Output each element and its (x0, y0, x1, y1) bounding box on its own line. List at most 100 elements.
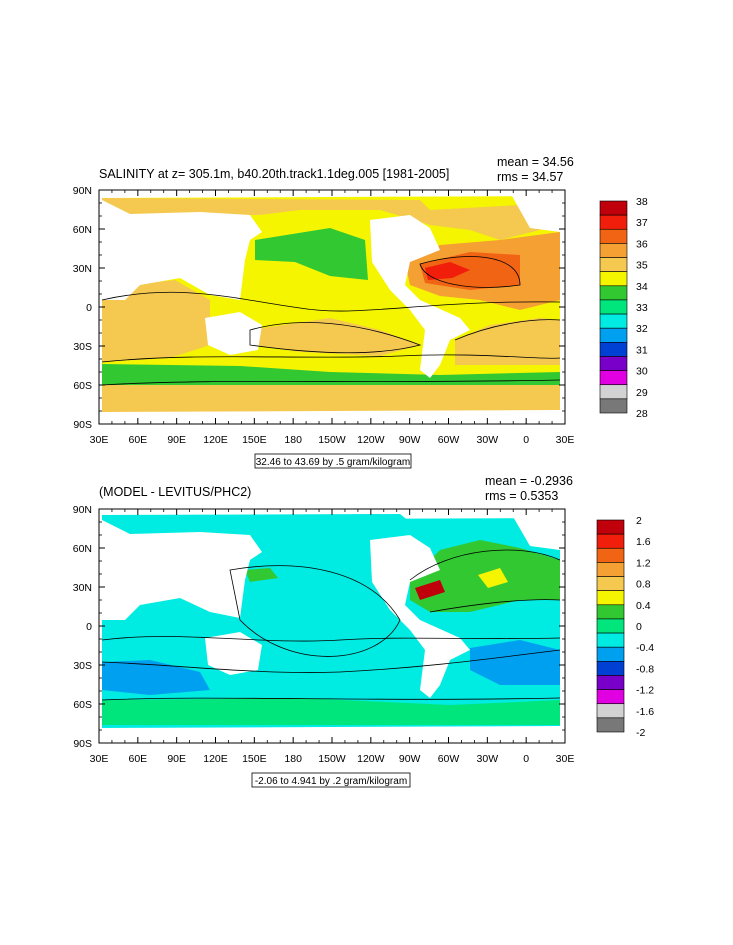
southern-band (102, 382, 560, 412)
n-pacific-green (245, 568, 278, 582)
s-atlantic-blue (470, 640, 560, 685)
n-pacific-green (255, 228, 368, 280)
x-tick-label: 0 (523, 434, 529, 446)
contour-line (101, 379, 561, 386)
x-tick-label: 0 (523, 753, 529, 765)
x-tick-label: 30W (477, 434, 499, 446)
x-tick-label: 180 (284, 753, 302, 765)
colorbar-swatch (599, 313, 628, 329)
colorbar-label: -0.4 (636, 642, 654, 654)
colorbar-swatch (599, 398, 628, 414)
y-tick-label: 90S (73, 738, 92, 750)
colorbar-label: 30 (636, 366, 648, 378)
range-box (254, 453, 412, 469)
colorbar-swatch (596, 703, 625, 719)
contour-line (409, 549, 561, 581)
y-tick-label: 30N (73, 582, 92, 594)
contour-line (101, 354, 561, 363)
southern-green (102, 698, 560, 725)
colorbar-label: 38 (636, 196, 648, 208)
continent-antarctica (102, 726, 560, 743)
colorbar-swatch (599, 271, 628, 287)
y-tick-label: 60S (73, 380, 92, 392)
colorbar-swatch (596, 604, 625, 620)
colorbar-swatch (599, 285, 628, 301)
colorbar-swatch (599, 200, 628, 216)
x-tick-label: 60W (438, 434, 460, 446)
colorbar-label: 37 (636, 217, 648, 229)
colorbar-label: 33 (636, 302, 648, 314)
colorbar-label: 32 (636, 323, 648, 335)
colorbar-label: 36 (636, 238, 648, 250)
map-field (100, 509, 564, 743)
colorbar-swatch (596, 717, 625, 733)
colorbar-label: 2 (636, 515, 642, 527)
range-label: -2.06 to 4.941 by .2 gram/kilogram (255, 776, 407, 787)
colorbar-swatch (596, 661, 625, 676)
contour-line (249, 322, 422, 354)
axis-ticks: 30E 60E 90E 120E 150E 180 150W 120W 90W 60W 30W 0 30… (73, 185, 575, 446)
continent-east-eurasia (512, 196, 560, 232)
mean-label: mean = 34.56 (497, 155, 574, 169)
x-tick-label: 60E (128, 434, 147, 446)
x-tick-label: 30W (477, 753, 499, 765)
x-tick-label: 30E (556, 434, 575, 446)
contour-line (101, 291, 561, 312)
colorbar-swatch (596, 533, 625, 549)
continent-australia (205, 632, 262, 675)
indian-region (102, 280, 210, 362)
continent-australia (205, 312, 262, 355)
n-atlantic-yellow (478, 568, 508, 588)
continent-antarctica (102, 410, 560, 424)
colorbar-swatch (599, 356, 628, 371)
continent-africa-eurasia (102, 520, 262, 620)
y-tick-label: 30S (73, 660, 92, 672)
colorbar-label: -2 (636, 727, 645, 739)
n-atlantic-dark (420, 252, 520, 290)
x-tick-label: 150E (242, 753, 267, 765)
continent-americas (370, 215, 470, 378)
contour-line (429, 599, 561, 613)
x-tick-label: 30E (90, 753, 109, 765)
colorbar-label: 29 (636, 387, 648, 399)
s-indian-blue (102, 660, 210, 695)
colorbar-label: -1.6 (636, 706, 654, 718)
colorbar: 38 37 36 35 34 33 32 31 30 29 28 (599, 196, 648, 420)
y-tick-label: 30N (73, 263, 92, 275)
colorbar-swatch (596, 646, 625, 662)
y-tick-label: 60S (73, 699, 92, 711)
x-tick-label: 60W (438, 753, 460, 765)
x-tick-label: 120W (357, 753, 385, 765)
colorbar-swatch (596, 590, 625, 606)
colorbar-swatch (599, 299, 628, 315)
contour-line (101, 697, 561, 701)
panel-title: (MODEL - LEVITUS/PHC2) (99, 485, 251, 499)
x-tick-label: 120E (203, 434, 228, 446)
range-box (251, 772, 411, 788)
contour-line (419, 256, 521, 288)
colorbar-swatch (596, 675, 625, 690)
continent-americas (370, 535, 470, 698)
x-tick-label: 90W (399, 434, 421, 446)
x-tick-label: 150W (318, 753, 346, 765)
panel-difference: (MODEL - LEVITUS/PHC2) mean = -0.2936 rm… (73, 474, 654, 788)
s-atlantic-region (455, 318, 560, 365)
colorbar-swatch (596, 618, 625, 634)
colorbar-swatch (596, 632, 625, 648)
contour-line (229, 565, 401, 657)
y-tick-label: 0 (86, 302, 92, 314)
n-atlantic-red (425, 262, 470, 280)
colorbar-swatch (596, 562, 625, 577)
panel-title: SALINITY at z= 305.1m, b40.20th.track1.1… (99, 167, 449, 181)
colorbar-swatch (596, 519, 625, 535)
x-tick-label: 90E (167, 753, 186, 765)
y-tick-label: 90N (73, 185, 92, 197)
arctic-region (102, 514, 420, 530)
colorbar-label: -1.2 (636, 685, 654, 697)
southern-green (102, 364, 560, 385)
y-tick-label: 60N (73, 543, 92, 555)
contour-line (101, 636, 561, 642)
contour-line (101, 649, 561, 673)
x-tick-label: 150E (242, 434, 267, 446)
